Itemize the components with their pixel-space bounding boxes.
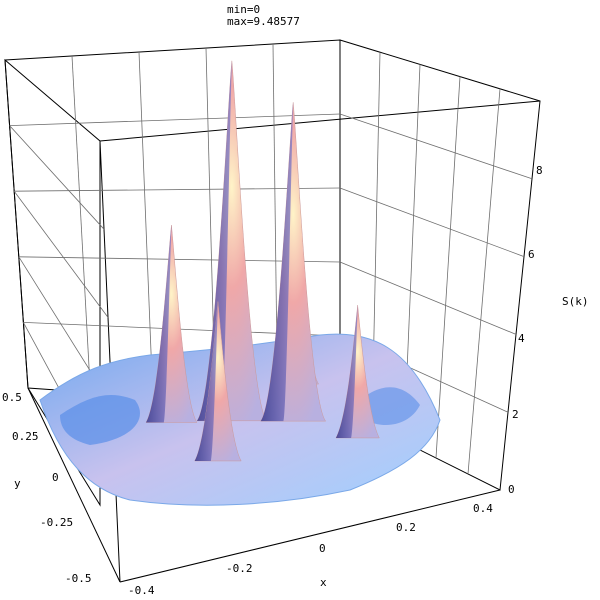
peak-shadow-2 — [196, 60, 232, 421]
peak-shadow-5 — [335, 305, 358, 438]
z-tick-2: 2 — [512, 408, 519, 421]
bottom-front-edge — [119, 489, 501, 583]
peak-shadow-4 — [194, 301, 218, 461]
surface-ridge-left — [60, 395, 140, 445]
surface-ridge-right — [360, 387, 420, 425]
right-grid-vertical-3 — [435, 76, 461, 459]
right-grid-vertical-4 — [467, 88, 501, 475]
y-axis-label: y — [14, 477, 21, 490]
y-tick-0.25: 0.25 — [12, 430, 39, 443]
z-tick-4: 4 — [518, 332, 525, 345]
y-tick--0.5: -0.5 — [65, 572, 92, 585]
x-tick--0.2: -0.2 — [226, 562, 253, 575]
z-tick-6: 6 — [528, 248, 535, 261]
right-grid-horizontal-1 — [339, 113, 533, 180]
front-top-edge — [99, 100, 541, 142]
back-grid-horizontal-1 — [9, 113, 341, 126]
grid-lines — [9, 43, 533, 494]
tick-labels: 0 2 4 6 8 0.5 0.25 0 -0.25 -0.5 -0.4 -0.… — [2, 164, 589, 597]
y-tick--0.25: -0.25 — [40, 516, 73, 529]
peaks — [145, 60, 380, 462]
x-tick--0.4: -0.4 — [128, 584, 155, 597]
peak-shadow-3 — [260, 102, 294, 422]
z-tick-0: 0 — [508, 483, 515, 496]
bottom-left-edge — [27, 387, 121, 583]
y-tick-0.5: 0.5 — [2, 391, 22, 404]
right-grid-horizontal-3 — [339, 261, 517, 335]
peak-shadow-1 — [146, 225, 172, 423]
z-tick-8: 8 — [536, 164, 543, 177]
left-grid-horizontal-2 — [13, 190, 109, 318]
max-label: max=9.48577 — [227, 15, 300, 28]
front-left-edge — [99, 140, 121, 583]
y-tick-0: 0 — [52, 471, 59, 484]
left-grid-horizontal-1 — [9, 125, 105, 230]
x-axis-label: x — [320, 576, 327, 589]
right-grid-horizontal-2 — [339, 187, 525, 257]
z-axis-label: S(k) — [562, 295, 589, 308]
plot-frame — [4, 39, 541, 583]
min-label: min=0 — [227, 3, 261, 16]
back-grid-vertical-1 — [71, 55, 91, 393]
x-tick-0.4: 0.4 — [473, 502, 493, 515]
x-tick-0.2: 0.2 — [396, 521, 416, 534]
back-grid-vertical-2 — [138, 51, 154, 397]
x-tick-0: 0 — [319, 542, 326, 555]
